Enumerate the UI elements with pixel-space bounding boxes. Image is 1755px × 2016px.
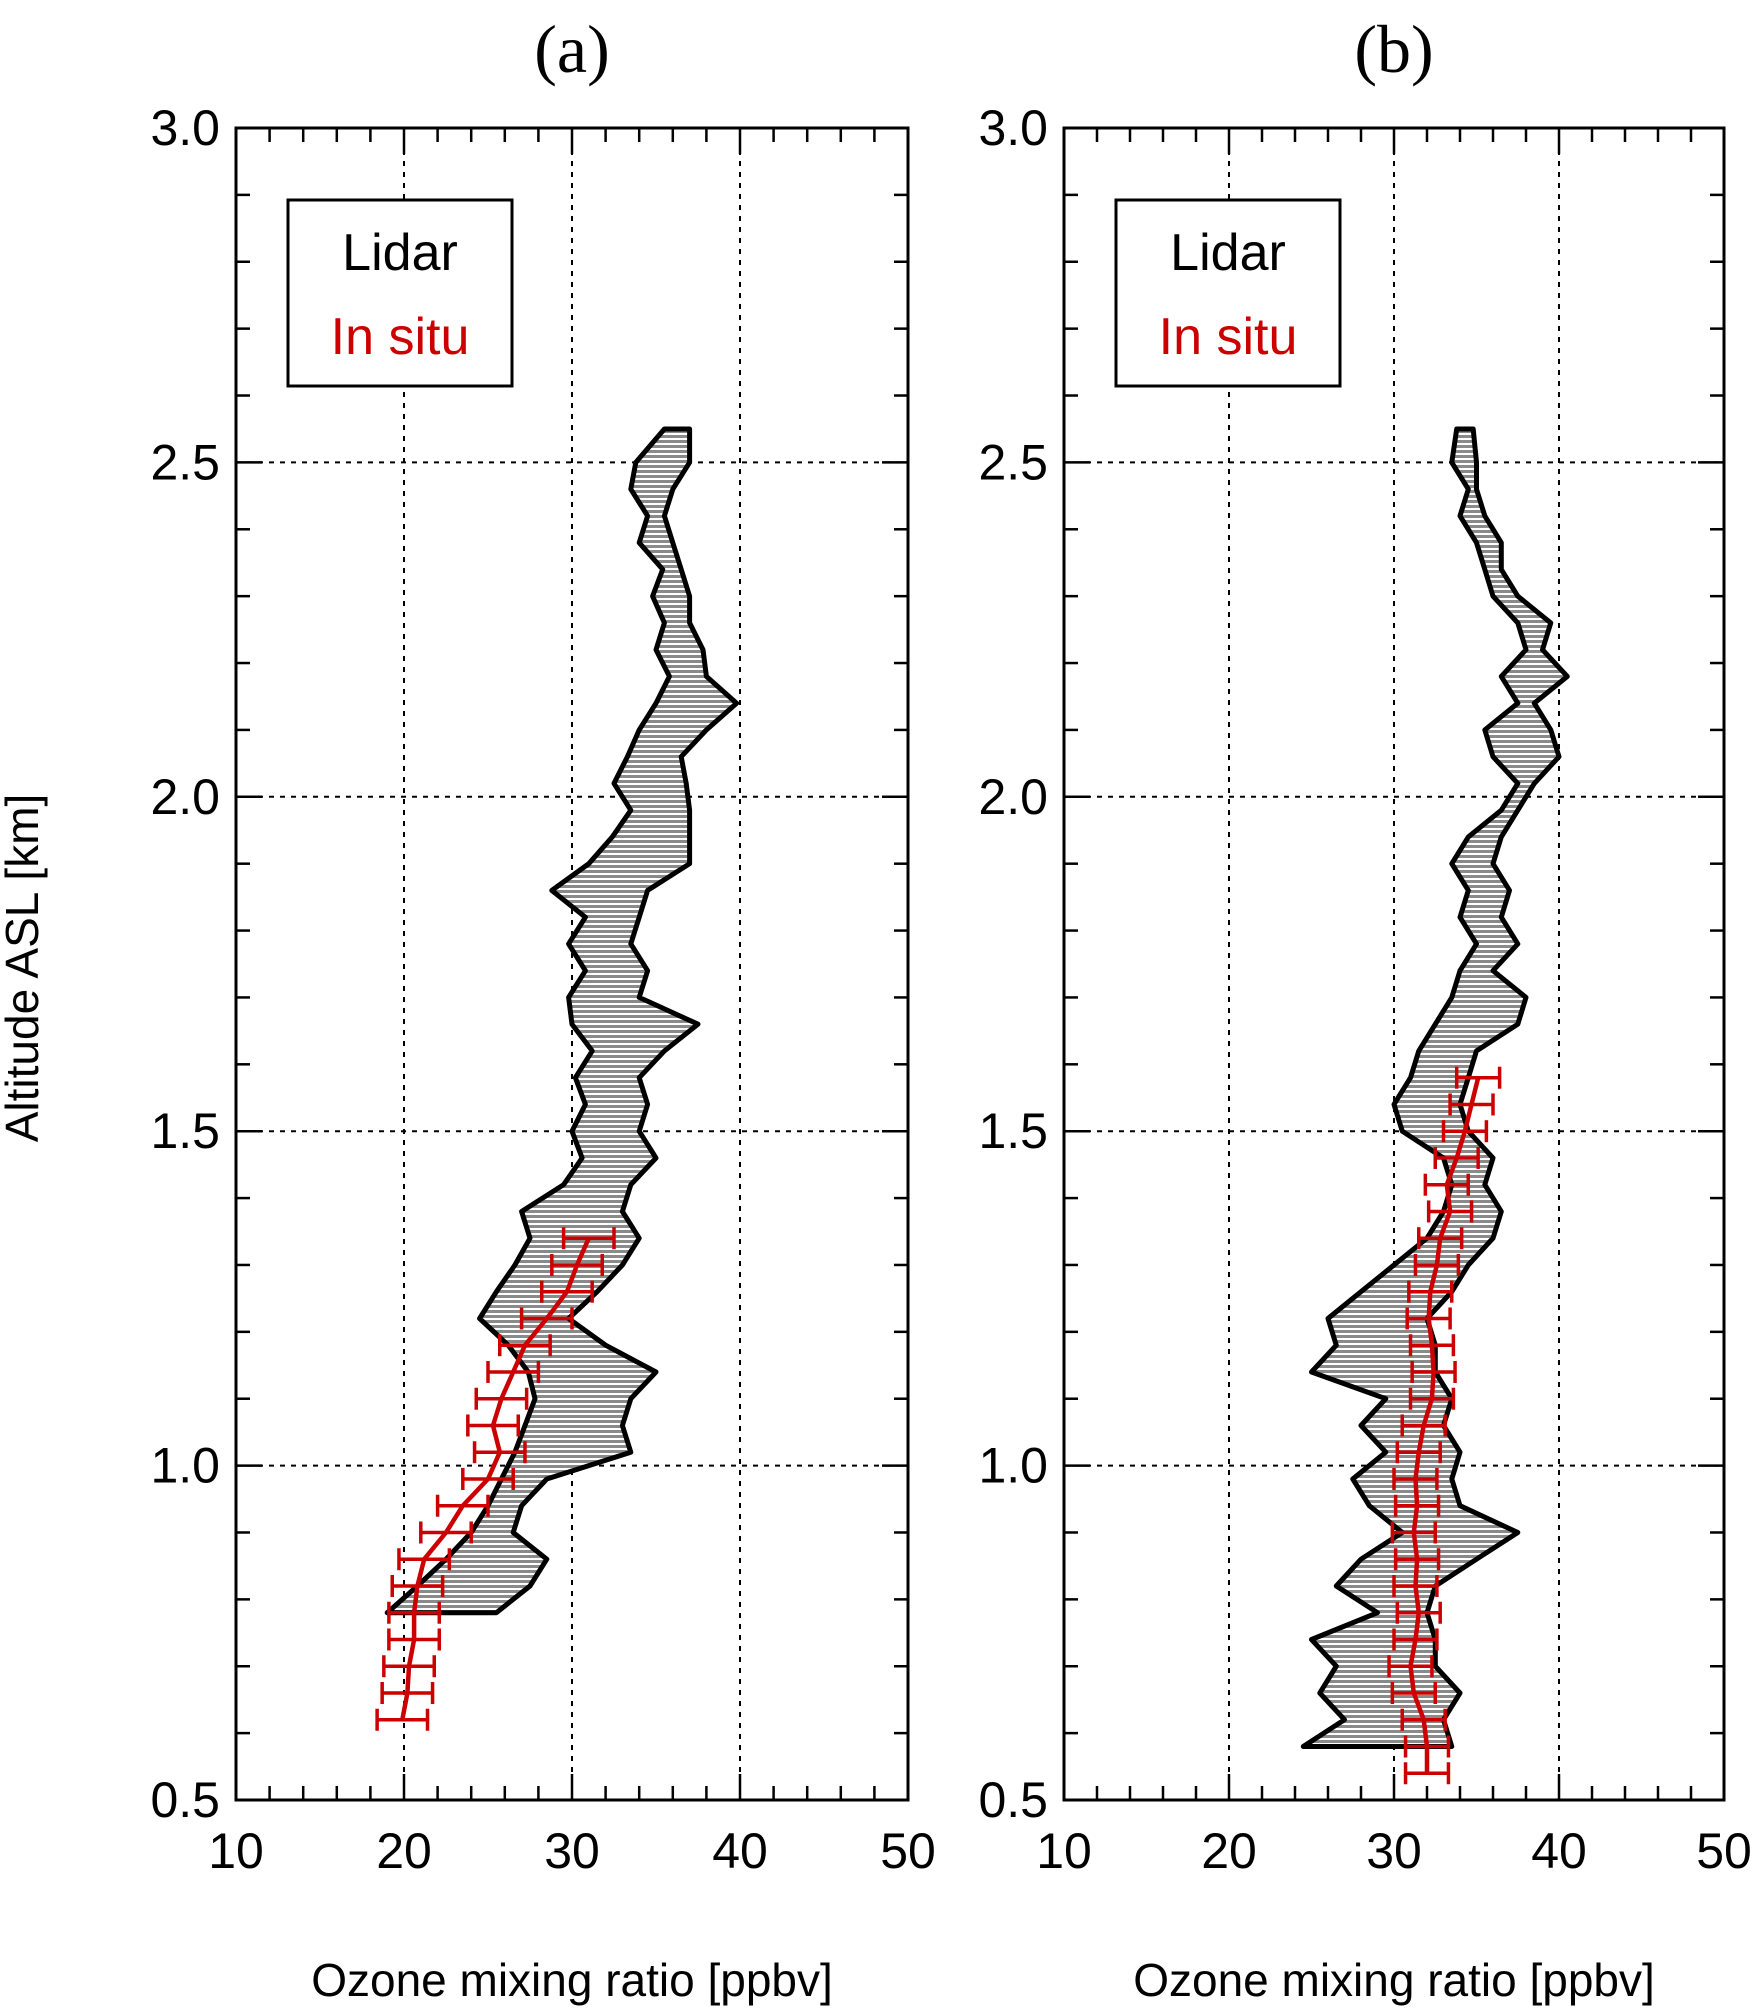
y-tick-label: 3.0 (978, 100, 1048, 156)
insitu-errorbar (1390, 1681, 1437, 1704)
insitu-errorbar (375, 1708, 430, 1731)
insitu-errorbar (1410, 1360, 1457, 1383)
legend-entry: Lidar (342, 224, 458, 282)
plot-area (1300, 426, 1570, 1785)
insitu-errorbar (1392, 1574, 1439, 1597)
x-tick-label: 30 (1366, 1823, 1422, 1879)
y-tick-label: 2.0 (150, 769, 220, 825)
insitu-errorbar (1393, 1494, 1441, 1517)
x-tick-label: 10 (208, 1823, 264, 1879)
legend-entry: In situ (1159, 308, 1298, 366)
insitu-errorbar (387, 1628, 442, 1651)
insitu-errorbar (1400, 1708, 1447, 1731)
insitu-errorbar (1433, 1146, 1480, 1169)
panel-title: (b) (1354, 11, 1433, 87)
insitu-errorbar (1441, 1120, 1489, 1143)
insitu-errorbar (380, 1681, 435, 1704)
legend-entry: In situ (331, 308, 470, 366)
insitu-errorbar (550, 1253, 604, 1276)
x-axis-label: Ozone mixing ratio [ppbv] (1133, 1954, 1655, 2006)
x-tick-label: 50 (1696, 1823, 1752, 1879)
legend-box (286, 198, 514, 388)
y-axis-label: Altitude ASL [km] (0, 794, 48, 1143)
insitu-errorbar (486, 1360, 541, 1383)
lidar-band (1300, 426, 1570, 1749)
y-tick-label: 0.5 (978, 1772, 1048, 1828)
insitu-errorbar (1413, 1253, 1461, 1276)
x-axis-label: Ozone mixing ratio [ppbv] (311, 1954, 833, 2006)
y-tick-label: 2.5 (978, 434, 1048, 490)
insitu-errorbar (1408, 1387, 1456, 1410)
insitu-errorbar (390, 1574, 445, 1597)
insitu-errorbar (1395, 1601, 1442, 1624)
insitu-errorbar (1405, 1307, 1452, 1330)
insitu-errorbar (1390, 1521, 1437, 1544)
legend: Lidar In situ (1114, 198, 1342, 388)
insitu-errorbar (1392, 1628, 1439, 1651)
y-tick-label: 1.0 (978, 1438, 1048, 1494)
insitu-errorbar (466, 1414, 520, 1437)
x-tick-label: 10 (1036, 1823, 1092, 1879)
plot-frame (234, 126, 910, 1802)
x-tick-label: 20 (376, 1823, 432, 1879)
insitu-errorbar (1454, 1066, 1502, 1089)
panel-a: (a) 10 20 30 40 50 0.5 1.0 1.5 2.0 2.5 3.0 Ozone mix… (150, 11, 935, 2006)
insitu-errorbar (397, 1548, 452, 1571)
insitu-errorbar (387, 1601, 442, 1624)
x-tick-label: 40 (712, 1823, 768, 1879)
insitu-errorbar (1400, 1414, 1447, 1437)
panel-b: (b) 10 20 30 40 50 0.5 1.0 1.5 2.0 2.5 3.0 Ozone mix… (978, 11, 1751, 2006)
x-tick-label: 30 (544, 1823, 600, 1879)
legend-box (1114, 198, 1342, 388)
legend: Lidar In situ (286, 198, 514, 388)
y-tick-label: 3.0 (150, 100, 220, 156)
insitu-errorbar (1448, 1093, 1495, 1116)
insitu-errorbar (1426, 1200, 1474, 1223)
insitu-errorbar (1392, 1467, 1439, 1490)
insitu-errorbar (1393, 1548, 1441, 1571)
insitu-errorbar (540, 1280, 594, 1303)
y-tick-label: 2.0 (978, 769, 1048, 825)
insitu-errorbar (1417, 1227, 1464, 1250)
panel-title: (a) (534, 11, 609, 87)
insitu-errorbar (382, 1655, 436, 1678)
x-tick-label: 20 (1201, 1823, 1257, 1879)
y-tick-label: 1.0 (150, 1438, 220, 1494)
insitu-errorbar (1408, 1334, 1456, 1357)
plot-area (375, 426, 740, 1731)
insitu-errorbar (1407, 1280, 1454, 1303)
x-tick-label: 40 (1531, 1823, 1587, 1879)
lidar-band (384, 426, 740, 1616)
x-tick-label: 50 (880, 1823, 936, 1879)
insitu-errorbar (435, 1494, 490, 1517)
y-tick-label: 0.5 (150, 1772, 220, 1828)
insitu-errorbar (1387, 1655, 1434, 1678)
y-tick-label: 2.5 (150, 434, 220, 490)
insitu-errorbar (1403, 1735, 1451, 1758)
insitu-errorbar (474, 1387, 529, 1410)
y-tick-label: 1.5 (150, 1103, 220, 1159)
legend-entry: Lidar (1170, 224, 1286, 282)
insitu-errorbar (498, 1334, 552, 1357)
insitu-errorbar (419, 1521, 473, 1544)
insitu-errorbar (519, 1307, 574, 1330)
insitu-errorbar (1423, 1173, 1470, 1196)
insitu-errorbar (461, 1467, 515, 1490)
insitu-errorbar (561, 1227, 616, 1250)
insitu-errorbar (472, 1441, 527, 1464)
plot-frame (1062, 126, 1726, 1802)
insitu-errorbar (1403, 1762, 1451, 1785)
y-tick-label: 1.5 (978, 1103, 1048, 1159)
insitu-errorbar (1395, 1441, 1442, 1464)
